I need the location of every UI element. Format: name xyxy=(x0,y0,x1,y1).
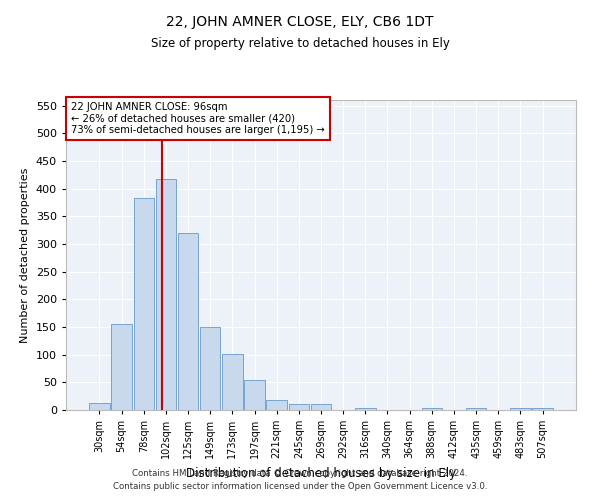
Text: Size of property relative to detached houses in Ely: Size of property relative to detached ho… xyxy=(151,38,449,51)
Bar xyxy=(244,380,265,410)
Bar xyxy=(112,324,132,410)
Bar xyxy=(532,408,553,410)
Bar xyxy=(155,178,176,410)
Bar xyxy=(311,404,331,410)
Text: 22 JOHN AMNER CLOSE: 96sqm
← 26% of detached houses are smaller (420)
73% of sem: 22 JOHN AMNER CLOSE: 96sqm ← 26% of deta… xyxy=(71,102,325,134)
Bar xyxy=(466,408,487,410)
Text: Contains public sector information licensed under the Open Government Licence v3: Contains public sector information licen… xyxy=(113,482,487,491)
Bar xyxy=(178,233,198,410)
Bar xyxy=(89,404,110,410)
X-axis label: Distribution of detached houses by size in Ely: Distribution of detached houses by size … xyxy=(186,466,456,479)
Bar xyxy=(266,400,287,410)
Bar xyxy=(355,408,376,410)
Y-axis label: Number of detached properties: Number of detached properties xyxy=(20,168,30,342)
Bar xyxy=(422,408,442,410)
Bar xyxy=(134,198,154,410)
Text: Contains HM Land Registry data © Crown copyright and database right 2024.: Contains HM Land Registry data © Crown c… xyxy=(132,468,468,477)
Bar xyxy=(200,327,220,410)
Text: 22, JOHN AMNER CLOSE, ELY, CB6 1DT: 22, JOHN AMNER CLOSE, ELY, CB6 1DT xyxy=(166,15,434,29)
Bar xyxy=(289,404,309,410)
Bar xyxy=(222,354,242,410)
Bar xyxy=(510,408,530,410)
